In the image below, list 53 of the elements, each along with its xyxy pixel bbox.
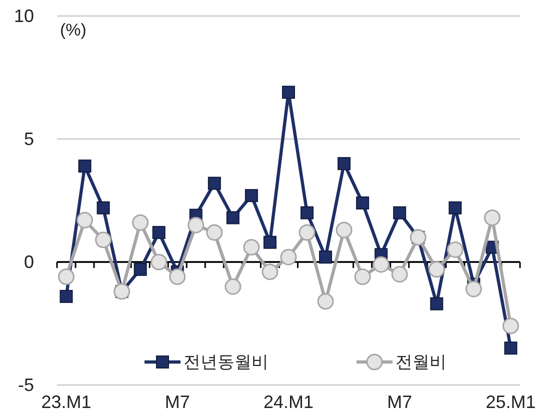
- point: [208, 176, 221, 190]
- point: [319, 250, 332, 264]
- x-tick-label: M7: [387, 392, 412, 412]
- point: [338, 157, 351, 170]
- point: [132, 214, 149, 231]
- point: [263, 236, 276, 249]
- point: [317, 293, 334, 310]
- x-tick-label: 24.M1: [263, 392, 314, 412]
- point: [502, 318, 519, 334]
- point: [150, 254, 168, 270]
- point: [76, 212, 94, 228]
- point: [448, 201, 462, 214]
- point: [58, 268, 75, 286]
- point: [96, 201, 110, 214]
- y-tick-label: 10: [14, 6, 34, 26]
- point: [298, 224, 316, 241]
- y-tick-label: 5: [24, 129, 34, 149]
- point: [300, 206, 314, 220]
- point: [280, 248, 297, 266]
- point: [262, 264, 278, 280]
- point: [354, 268, 371, 286]
- point: [428, 261, 445, 278]
- y-tick-label: 0: [24, 252, 34, 272]
- point: [226, 211, 240, 224]
- point: [465, 280, 482, 298]
- point: [206, 224, 223, 241]
- point: [484, 209, 500, 226]
- point: [430, 297, 444, 310]
- point: [504, 342, 518, 355]
- point: [372, 256, 390, 273]
- point: [282, 86, 295, 99]
- point: [60, 290, 73, 303]
- point: [243, 238, 260, 256]
- point: [356, 196, 370, 210]
- point: [393, 206, 406, 220]
- point: [446, 241, 464, 258]
- legend-label: 전월비: [396, 352, 446, 372]
- point: [134, 262, 147, 276]
- y-tick-label: -5: [18, 375, 34, 395]
- x-tick-label: 25.M1: [486, 392, 536, 412]
- y-axis-title: (%): [60, 20, 86, 40]
- point: [152, 226, 166, 239]
- legend-label: 전년동월비: [184, 352, 268, 372]
- point: [391, 266, 408, 283]
- x-tick-label: 23.M1: [41, 392, 92, 412]
- point: [224, 278, 242, 295]
- point: [95, 232, 112, 248]
- point: [244, 189, 258, 202]
- point: [169, 268, 186, 286]
- x-tick-label: M7: [164, 392, 190, 412]
- point: [188, 216, 204, 234]
- point: [78, 160, 92, 173]
- point: [336, 222, 352, 238]
